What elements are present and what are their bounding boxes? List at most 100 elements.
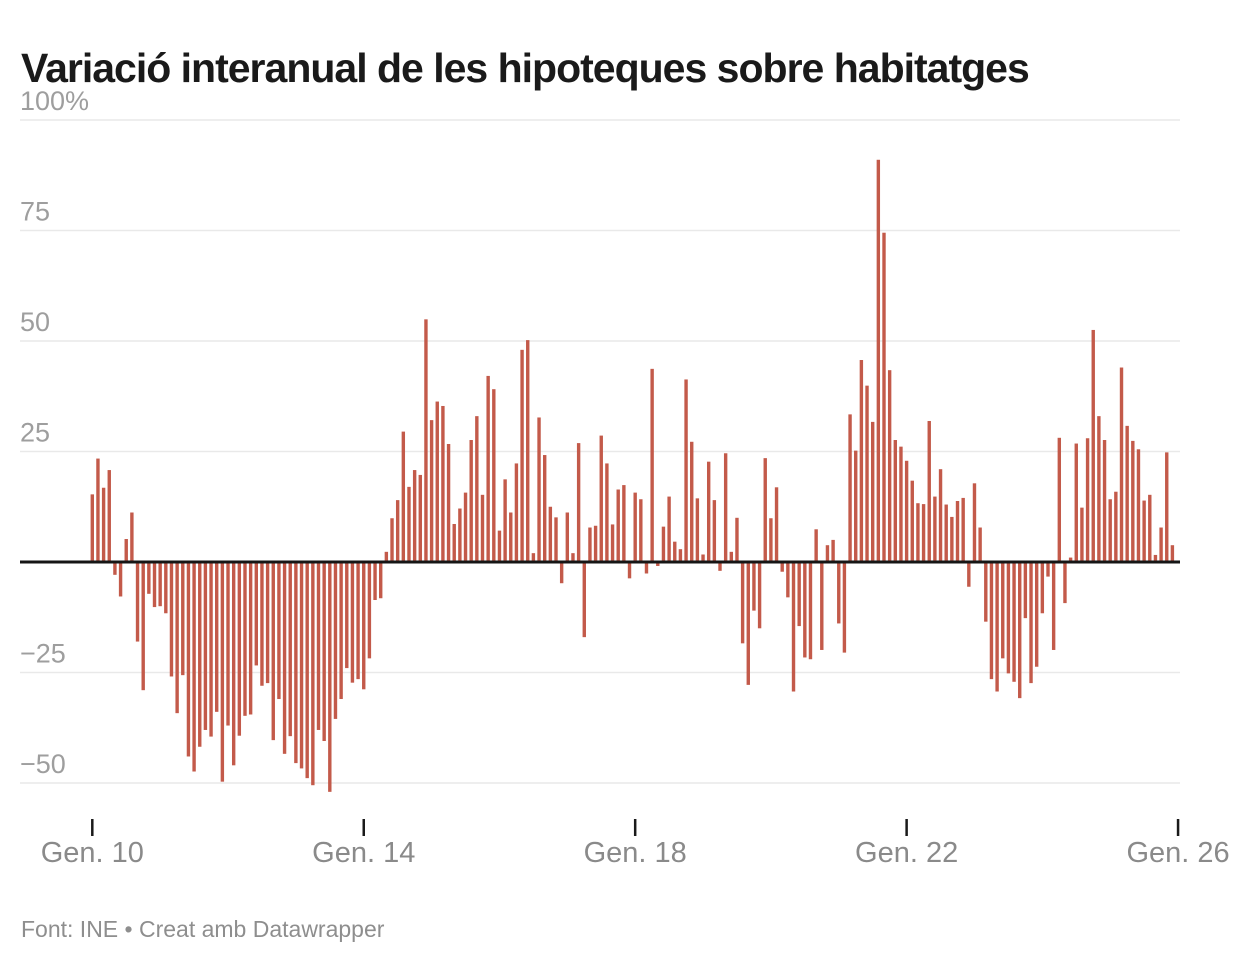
y-axis-label: 50 [20,307,50,337]
x-axis-label: Gen. 26 [1126,837,1229,869]
bar [135,562,140,642]
bar [559,562,564,584]
bar [837,562,841,624]
bar [859,360,864,562]
bar [808,562,813,660]
bar [661,526,666,562]
bar [718,562,722,571]
bar [870,421,875,562]
bar [1142,500,1146,562]
bar [961,497,965,562]
bar [989,562,994,680]
bar [1091,329,1095,562]
bar [780,562,784,572]
bar [469,440,473,562]
bar [1119,367,1124,562]
bar [237,562,242,736]
bar [565,512,570,562]
bar [458,508,462,562]
bar [480,494,485,562]
bar [141,562,145,691]
bar [531,553,536,562]
bar [616,489,620,562]
bar [927,421,931,562]
bar [113,562,117,575]
bar [424,319,428,562]
bar [944,504,948,562]
bar [1080,507,1084,562]
bar [904,460,909,562]
bar [463,492,468,562]
bar [209,562,213,737]
bar [1023,562,1028,619]
bar [503,479,507,562]
bar [158,562,162,607]
bar [220,562,225,782]
bar [231,562,236,766]
bar [395,500,400,562]
bar [362,562,366,690]
bar [972,483,977,562]
bar [763,458,767,562]
bar [820,562,824,650]
bar [854,450,858,562]
bar [610,524,615,562]
bar [678,549,683,562]
bar [367,562,372,659]
bar [1029,562,1033,684]
bar [497,530,502,562]
bar [695,498,700,562]
bar [910,480,914,562]
bar [277,562,281,700]
source-attribution: Font: INE • Creat amb Datawrapper [21,916,385,942]
bar [967,562,971,587]
bar [593,525,598,562]
bar [260,562,264,686]
bar [299,562,304,769]
x-axis-label: Gen. 22 [855,837,958,869]
bar [1001,562,1005,659]
bar [350,562,355,683]
bar [486,375,490,562]
bar [882,232,886,562]
bar [548,506,553,562]
bar [1097,416,1101,562]
x-axis-label: Gen. 10 [41,837,144,869]
bar [333,562,338,719]
bar [633,492,637,562]
bar [441,405,445,562]
bar [186,562,191,757]
bar [627,562,632,579]
bar [1125,425,1129,562]
bar [791,562,796,692]
bar [1006,562,1011,674]
bar [164,562,168,614]
x-axis-label: Gen. 18 [584,837,687,869]
bar [803,562,807,658]
bar [1046,562,1050,577]
bar [1063,562,1067,604]
bar [475,416,479,562]
bar [492,389,496,562]
bar [328,562,332,792]
bar [825,545,830,562]
bar [1108,499,1112,562]
bar [1040,562,1045,614]
bar [288,562,292,737]
bar [198,562,202,747]
bar [673,541,677,562]
bar [865,385,869,562]
bar [1068,557,1073,562]
bar [684,379,688,562]
bar [356,562,360,680]
bar [814,529,818,562]
bar [96,458,100,562]
bar [537,417,541,562]
bar [848,414,852,562]
bar [916,503,920,562]
bar [345,562,349,669]
bar [571,553,575,562]
bar [543,455,547,562]
bar [899,446,903,562]
bar [339,562,343,700]
